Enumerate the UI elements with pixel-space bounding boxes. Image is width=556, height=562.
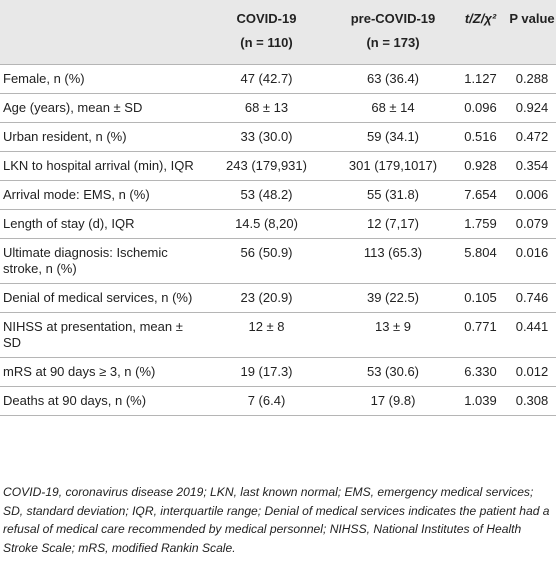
pre-covid-value: 12 (7,17) [366, 216, 420, 231]
table-header: COVID-19 (n = 110) pre-COVID-19 (n = 173… [0, 0, 556, 65]
p-value: 0.354 [515, 158, 549, 173]
p-value: 0.746 [515, 290, 549, 305]
pre-covid-value: 59 (34.1) [366, 129, 420, 144]
table-row: Female, n (%) 47 (42.7) 63 (36.4) 1.127 0.28… [0, 64, 556, 94]
covid-value: 56 (50.9) [240, 245, 293, 260]
header-statistic: t/Z/χ² [453, 0, 508, 65]
covid-value: 7 (6.4) [247, 393, 286, 408]
row-label: Age (years), mean ± SD [3, 100, 143, 115]
statistic-value: 0.771 [464, 319, 497, 334]
header-empty-cell [0, 0, 200, 65]
statistic-value: 1.759 [464, 216, 497, 231]
header-covid-n: (n = 110) [240, 35, 293, 50]
p-value: 0.472 [515, 129, 549, 144]
header-row: COVID-19 (n = 110) pre-COVID-19 (n = 173… [0, 0, 556, 65]
covid-value: 68 ± 13 [244, 100, 289, 115]
table-row: Deaths at 90 days, n (%) 7 (6.4) 17 (9.8) 1… [0, 386, 556, 416]
pre-covid-value: 17 (9.8) [370, 393, 416, 408]
p-value: 0.924 [515, 100, 549, 115]
header-p-value: P value [508, 0, 556, 65]
p-value: 0.308 [515, 393, 549, 408]
table-row: Urban resident, n (%) 33 (30.0) 59 (34.1) 0… [0, 122, 556, 152]
statistic-value: 1.127 [464, 71, 497, 86]
pre-covid-value: 13 ± 9 [374, 319, 412, 334]
covid-value: 243 (179,931) [226, 158, 307, 173]
pre-covid-value: 55 (31.8) [366, 187, 420, 202]
p-value: 0.079 [515, 216, 549, 231]
header-pre-covid: pre-COVID-19 (n = 173) [333, 0, 453, 65]
header-p-value-label: P value [509, 11, 555, 26]
pre-covid-value: 113 (65.3) [363, 245, 423, 260]
p-value: 0.288 [515, 71, 549, 86]
covid-value: 12 ± 8 [248, 319, 285, 334]
pre-covid-value: 63 (36.4) [366, 71, 420, 86]
covid-value: 47 (42.7) [240, 71, 293, 86]
row-label: NIHSS at presentation, mean ± SD [3, 319, 183, 350]
covid-value: 19 (17.3) [240, 364, 293, 379]
table-row: LKN to hospital arrival (min), IQR 243 (1… [0, 151, 556, 181]
statistic-value: 0.516 [464, 129, 497, 144]
row-label: Female, n (%) [3, 71, 85, 86]
data-table: COVID-19 (n = 110) pre-COVID-19 (n = 173… [0, 0, 556, 416]
header-covid-title: COVID-19 [236, 11, 297, 26]
table-body: Female, n (%) 47 (42.7) 63 (36.4) 1.127 0.28… [0, 64, 556, 416]
table-row: mRS at 90 days ≥ 3, n (%) 19 (17.3) 53 (30… [0, 357, 556, 387]
table-row: Denial of medical services, n (%) 23 (20.… [0, 283, 556, 313]
table-row: Length of stay (d), IQR 14.5 (8,20) 12 (7,… [0, 209, 556, 239]
row-label: mRS at 90 days ≥ 3, n (%) [3, 364, 156, 379]
statistic-value: 0.928 [464, 158, 497, 173]
covid-value: 53 (48.2) [240, 187, 293, 202]
row-label: LKN to hospital arrival (min), IQR [3, 158, 194, 173]
statistic-value: 1.039 [464, 393, 497, 408]
header-pre-covid-title: pre-COVID-19 [350, 11, 436, 26]
p-value: 0.016 [515, 245, 549, 260]
table-row: Arrival mode: EMS, n (%) 53 (48.2) 55 (31.… [0, 180, 556, 210]
p-value: 0.012 [515, 364, 549, 379]
statistic-value: 0.105 [464, 290, 497, 305]
p-value: 0.441 [515, 319, 549, 334]
header-covid: COVID-19 (n = 110) [200, 0, 333, 65]
row-label: Ultimate diagnosis: Ischemic stroke, n (… [3, 245, 168, 276]
pre-covid-value: 68 ± 14 [371, 100, 415, 115]
table-footnote: COVID-19, coronavirus disease 2019; LKN,… [3, 485, 550, 555]
table-row: Age (years), mean ± SD 68 ± 13 68 ± 14 0.09… [0, 93, 556, 123]
row-label: Deaths at 90 days, n (%) [3, 393, 147, 408]
statistic-value: 6.330 [464, 364, 497, 379]
row-label: Length of stay (d), IQR [3, 216, 135, 231]
pre-covid-value: 53 (30.6) [366, 364, 420, 379]
table-row: NIHSS at presentation, mean ± SD 12 ± 8 13… [0, 312, 556, 358]
statistic-value: 7.654 [464, 187, 497, 202]
pre-covid-value: 301 (179,1017) [348, 158, 438, 173]
statistic-value: 5.804 [464, 245, 497, 260]
covid-value: 33 (30.0) [240, 129, 293, 144]
covid-value: 23 (20.9) [240, 290, 293, 305]
header-pre-covid-n: (n = 173) [366, 35, 420, 50]
table-row: Ultimate diagnosis: Ischemic stroke, n (… [0, 238, 556, 284]
p-value: 0.006 [515, 187, 549, 202]
covid-value: 14.5 (8,20) [235, 216, 298, 231]
pre-covid-value: 39 (22.5) [366, 290, 420, 305]
row-label: Denial of medical services, n (%) [3, 290, 193, 305]
header-statistic-label: t/Z/χ² [464, 11, 497, 26]
row-label: Arrival mode: EMS, n (%) [3, 187, 150, 202]
statistic-value: 0.096 [464, 100, 497, 115]
row-label: Urban resident, n (%) [3, 129, 127, 144]
